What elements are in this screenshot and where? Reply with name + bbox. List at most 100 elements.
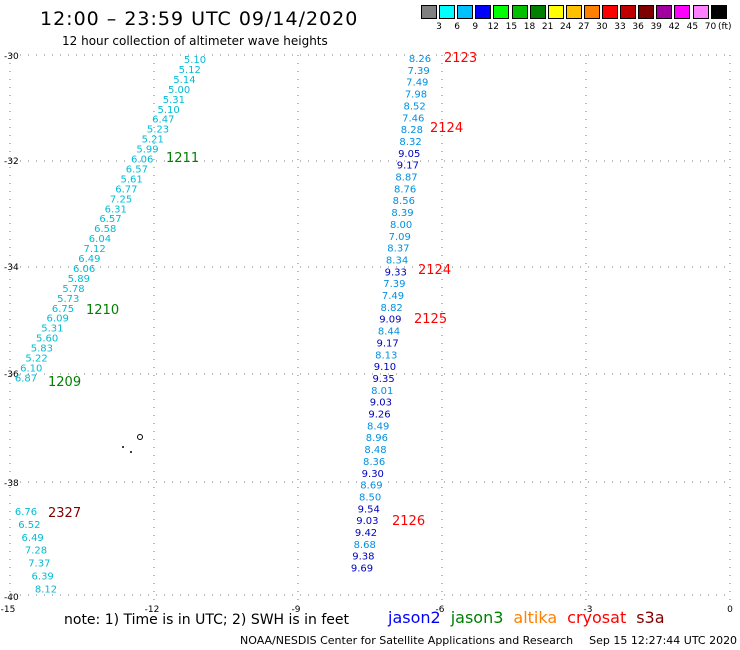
wave-height-value: 8.34 xyxy=(386,255,408,266)
wave-height-value: 7.49 xyxy=(382,291,404,302)
track-time-label: 2124 xyxy=(418,263,451,278)
wave-height-value: 9.17 xyxy=(397,161,419,172)
color-scale-label: 24 xyxy=(559,22,572,32)
x-tick-label: -6 xyxy=(436,605,445,615)
wave-height-value: 9.10 xyxy=(374,362,396,373)
wave-height-value: 8.96 xyxy=(366,433,388,444)
wave-height-value: 5.83 xyxy=(31,344,53,355)
color-scale-label: 12 xyxy=(487,22,500,32)
x-tick-label: -12 xyxy=(145,605,160,615)
color-scale-label: 42 xyxy=(668,22,681,32)
color-scale-label: 3 xyxy=(436,22,442,32)
wave-height-value: 7.25 xyxy=(110,194,132,205)
footer-timestamp: Sep 15 12:27:44 UTC 2020 xyxy=(589,634,738,647)
x-tick-label: -9 xyxy=(292,605,301,615)
track-time-label: 1209 xyxy=(48,375,81,390)
wave-height-value: 9.03 xyxy=(356,516,378,527)
legend-jason3: jason3 xyxy=(450,608,504,627)
color-swatch xyxy=(511,5,528,19)
wave-height-value: 8.49 xyxy=(367,421,389,432)
wave-height-value: 8.00 xyxy=(390,220,412,231)
wave-height-value: 8.13 xyxy=(375,350,397,361)
color-scale-label: 27 xyxy=(578,22,590,32)
color-swatch xyxy=(583,5,600,19)
wave-height-value: 8.76 xyxy=(394,184,416,195)
wave-height-value: 5.23 xyxy=(147,125,169,136)
wave-height-value: 5.10 xyxy=(184,55,206,66)
wave-height-value: 8.68 xyxy=(354,540,376,551)
wave-height-value: 8.69 xyxy=(360,481,382,492)
x-tick-label: -15 xyxy=(1,605,16,615)
color-scale-label: 70 xyxy=(704,22,717,32)
wave-height-value: 8.26 xyxy=(409,54,431,65)
color-scale-label: 39 xyxy=(650,22,662,32)
y-tick-label: -30 xyxy=(4,52,19,62)
color-swatch xyxy=(710,5,727,19)
track-time-label: 1210 xyxy=(86,303,119,318)
wave-height-value: 5.00 xyxy=(168,85,190,96)
wave-height-value: 6.10 xyxy=(20,363,42,374)
map-footer: NOAA/NESDIS Center for Satellite Applica… xyxy=(240,634,737,647)
wave-height-value: 7.37 xyxy=(28,559,50,570)
color-swatch xyxy=(493,5,510,19)
wave-height-value: 8.12 xyxy=(35,584,57,595)
map-axis-labels: -15 -12 -9 -6 -3 0-30-32-34-36-38-40 xyxy=(1,52,733,615)
track-time-label: 2126 xyxy=(392,514,425,529)
color-scale-label: 45 xyxy=(686,22,699,32)
color-swatch xyxy=(656,5,673,19)
wave-height-value: 9.30 xyxy=(362,469,384,480)
color-scale-label: 9 xyxy=(472,22,479,32)
wave-height-value: 8.50 xyxy=(359,492,381,503)
wave-height-value: 5.78 xyxy=(62,284,84,295)
wave-height-value: 6.06 xyxy=(131,155,153,166)
color-swatch xyxy=(692,5,709,19)
wave-height-value: 6.31 xyxy=(105,204,127,215)
track-time-label: 1211 xyxy=(166,151,199,166)
wave-height-value: 6.49 xyxy=(78,254,100,265)
wave-height-value: 6.76 xyxy=(15,507,37,518)
legend-altika: altika xyxy=(513,608,558,627)
wave-height-value: 8.48 xyxy=(364,445,386,456)
color-scale-label: 21 xyxy=(541,22,554,32)
y-tick-label: -34 xyxy=(4,263,19,273)
track-time-label: 2124 xyxy=(430,121,463,136)
wave-height-value: 5.61 xyxy=(120,174,142,185)
wave-height-value: 5.31 xyxy=(163,95,185,106)
legend-s3a: s3a xyxy=(636,608,665,627)
wave-height-value: 7.39 xyxy=(383,279,405,290)
color-scale-units: (ft) xyxy=(718,22,732,32)
color-swatch xyxy=(457,5,474,19)
color-swatch xyxy=(439,5,456,19)
wave-height-value: 7.28 xyxy=(25,546,47,557)
wave-height-value: 6.75 xyxy=(52,304,74,315)
color-swatch xyxy=(620,5,637,19)
wave-height-value: 6.57 xyxy=(99,214,121,225)
wave-height-value: 8.87 xyxy=(395,173,417,184)
y-tick-label: -32 xyxy=(4,157,19,167)
color-scale-label: 36 xyxy=(632,22,644,32)
wave-height-value: 9.17 xyxy=(376,338,398,349)
color-scale-label: 15 xyxy=(505,22,518,32)
page-title: 12:00 – 23:59 UTC 09/14/2020 xyxy=(40,8,359,30)
wave-height-value: 9.09 xyxy=(379,315,401,326)
color-scale-label: 6 xyxy=(454,22,460,32)
wave-height-value: 9.69 xyxy=(351,564,373,575)
wave-height-value: 7.46 xyxy=(402,113,424,124)
legend-cryosat: cryosat xyxy=(567,608,627,627)
wave-height-value: 9.42 xyxy=(355,528,377,539)
wave-height-value: 8.01 xyxy=(371,386,393,397)
wave-height-value: 5.21 xyxy=(142,135,164,146)
color-scale-label: 30 xyxy=(596,22,608,32)
x-tick-label: -3 xyxy=(584,605,593,615)
wave-height-value: 8.32 xyxy=(399,137,421,148)
wave-height-value: 5.14 xyxy=(173,75,195,86)
island-marker xyxy=(137,434,143,440)
wave-height-value: 5.60 xyxy=(36,334,58,345)
wave-height-value: 7.12 xyxy=(84,244,106,255)
color-swatch xyxy=(547,5,564,19)
satellite-legend: jason2 jason3 altika cryosat s3a xyxy=(388,608,675,627)
wave-height-value: 6.06 xyxy=(73,264,95,275)
color-swatch xyxy=(475,5,492,19)
wave-height-value: 5.22 xyxy=(25,354,47,365)
